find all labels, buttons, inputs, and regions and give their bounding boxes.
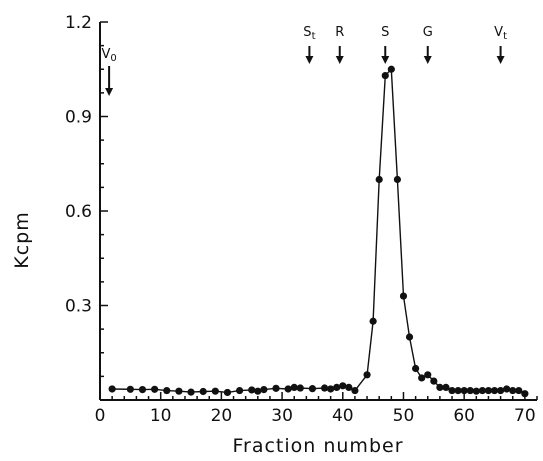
y-tick-label: 1.2 bbox=[65, 13, 92, 33]
data-point bbox=[515, 386, 523, 395]
data-point bbox=[466, 386, 474, 395]
data-point bbox=[405, 333, 414, 341]
data-point bbox=[345, 383, 353, 391]
marker-r: R bbox=[335, 25, 344, 64]
data-point bbox=[327, 385, 335, 393]
data-point bbox=[260, 386, 268, 394]
data-point bbox=[430, 377, 438, 385]
data-point bbox=[448, 386, 456, 395]
marker-arrow-head bbox=[423, 56, 432, 64]
x-tick-label: 50 bbox=[393, 406, 415, 426]
data-point bbox=[503, 385, 511, 393]
series bbox=[108, 65, 529, 398]
x-tick-label: 0 bbox=[95, 406, 106, 426]
marker-arrow-head bbox=[381, 56, 390, 64]
data-point bbox=[375, 175, 383, 184]
marker-label: R bbox=[335, 25, 344, 40]
x-tick-label: 30 bbox=[271, 406, 293, 426]
data-point bbox=[363, 371, 371, 379]
marker-s: S bbox=[381, 25, 389, 64]
data-point bbox=[272, 384, 280, 392]
data-point bbox=[436, 383, 444, 391]
marker-g: G bbox=[423, 25, 433, 64]
x-axis-label: Fraction number bbox=[232, 435, 403, 457]
data-point bbox=[254, 387, 262, 395]
data-point bbox=[484, 386, 493, 395]
data-point bbox=[199, 387, 207, 396]
x-tick-label: 10 bbox=[150, 406, 172, 426]
marker-label: Vt bbox=[494, 25, 507, 42]
data-point bbox=[399, 292, 408, 300]
data-point bbox=[472, 387, 480, 395]
x-tick-label: 60 bbox=[453, 406, 475, 426]
data-point bbox=[442, 383, 450, 391]
data-point bbox=[369, 317, 377, 325]
marker-v0: V0 bbox=[101, 47, 117, 96]
data-point bbox=[284, 385, 292, 393]
data-point bbox=[235, 386, 244, 395]
marker-arrow-head bbox=[305, 56, 314, 64]
ticks: 0 10 20 30 40 50 60 70 0.3 0.6 0.9 1.2 bbox=[65, 13, 538, 426]
marker-arrow-head bbox=[496, 56, 505, 64]
data-line bbox=[112, 67, 526, 395]
data-point bbox=[496, 386, 505, 395]
fraction-markers: V0 St R S G Vt bbox=[101, 25, 507, 96]
data-point bbox=[108, 385, 116, 393]
y-tick-label: 0.6 bbox=[65, 202, 92, 222]
y-tick-label: 0.9 bbox=[65, 108, 92, 128]
data-point bbox=[248, 386, 256, 394]
data-point bbox=[490, 386, 499, 395]
marker-st: St bbox=[303, 25, 316, 64]
data-point bbox=[223, 388, 232, 397]
data-point bbox=[418, 374, 426, 382]
marker-label: G bbox=[423, 25, 433, 40]
data-point bbox=[478, 386, 486, 395]
data-point bbox=[509, 386, 517, 395]
data-point bbox=[187, 388, 195, 396]
data-point bbox=[412, 364, 420, 373]
data-point bbox=[296, 384, 304, 392]
data-point bbox=[151, 385, 159, 393]
data-point bbox=[126, 385, 134, 393]
data-point bbox=[163, 386, 171, 395]
axes bbox=[99, 22, 537, 401]
y-tick-label: 0.3 bbox=[65, 297, 92, 317]
data-point bbox=[351, 386, 359, 395]
marker-label: V0 bbox=[101, 47, 116, 64]
data-point bbox=[381, 71, 389, 80]
data-point bbox=[333, 383, 341, 391]
data-point bbox=[424, 371, 432, 379]
data-point bbox=[320, 384, 329, 392]
marker-arrow-head bbox=[105, 88, 114, 96]
marker-vt: Vt bbox=[494, 25, 507, 64]
data-point bbox=[393, 175, 402, 184]
y-axis-label: Kcpm bbox=[11, 211, 33, 268]
data-point bbox=[521, 390, 529, 398]
data-point bbox=[211, 387, 219, 395]
data-point bbox=[138, 386, 147, 394]
marker-label: S bbox=[381, 25, 389, 40]
data-point bbox=[454, 386, 462, 395]
data-point bbox=[308, 385, 317, 393]
marker-label: St bbox=[303, 25, 315, 42]
data-point bbox=[460, 386, 468, 395]
x-tick-label: 70 bbox=[514, 406, 536, 426]
x-tick-label: 20 bbox=[211, 406, 233, 426]
marker-arrow-head bbox=[335, 56, 344, 64]
x-tick-label: 40 bbox=[332, 406, 354, 426]
data-point bbox=[339, 382, 347, 390]
data-point bbox=[387, 65, 395, 73]
data-point bbox=[175, 387, 183, 395]
data-point bbox=[290, 383, 298, 391]
